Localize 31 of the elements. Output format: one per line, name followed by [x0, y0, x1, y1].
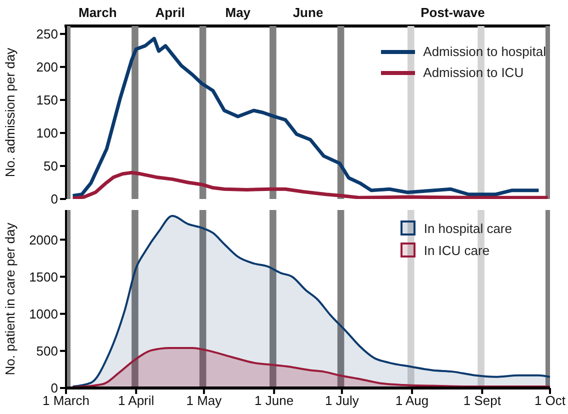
x2-tick-label: Post-wave — [420, 5, 485, 20]
x-tick-label: 1 July — [324, 393, 360, 408]
y-tick-label: 200 — [36, 60, 58, 75]
x2-tick-label: April — [155, 5, 185, 20]
x2-tick-label: June — [292, 5, 324, 20]
x2-tick-label: May — [225, 5, 252, 20]
y-tick-label: 1500 — [29, 269, 58, 284]
x-tick-label: 1 Aug — [395, 393, 429, 408]
x-tick-label: 1 March — [42, 393, 90, 408]
y-tick-label: 150 — [36, 92, 58, 108]
legend-label: Admission to ICU — [423, 65, 524, 80]
y-axis-title: No. patient in care per day — [2, 222, 18, 376]
y-tick-label: 50 — [44, 158, 58, 174]
y-tick-label: 0 — [50, 380, 58, 396]
x-tick-label: 1 June — [254, 393, 294, 408]
x-tick-label: 1 April — [118, 393, 154, 408]
y-tick-label: 0 — [50, 192, 58, 207]
x-tick-label: 1 May — [186, 393, 222, 408]
y-axis-title: No. admission per day — [2, 47, 18, 178]
legend-label: In ICU care — [424, 242, 490, 258]
legend-label: Admission to hospital — [423, 44, 546, 59]
line-series — [71, 170, 550, 199]
y-tick-label: 1000 — [29, 306, 58, 322]
y-tick-label: 100 — [36, 126, 58, 141]
legend-label: In hospital care — [424, 220, 512, 236]
y-tick-label: 500 — [36, 344, 58, 359]
x-tick-label: 1 Sept — [463, 393, 502, 408]
x-tick-label: 1 Oct — [534, 393, 566, 408]
y-tick-label: 250 — [36, 26, 58, 42]
x2-tick-label: March — [78, 5, 117, 20]
y-tick-label: 2000 — [29, 232, 58, 248]
